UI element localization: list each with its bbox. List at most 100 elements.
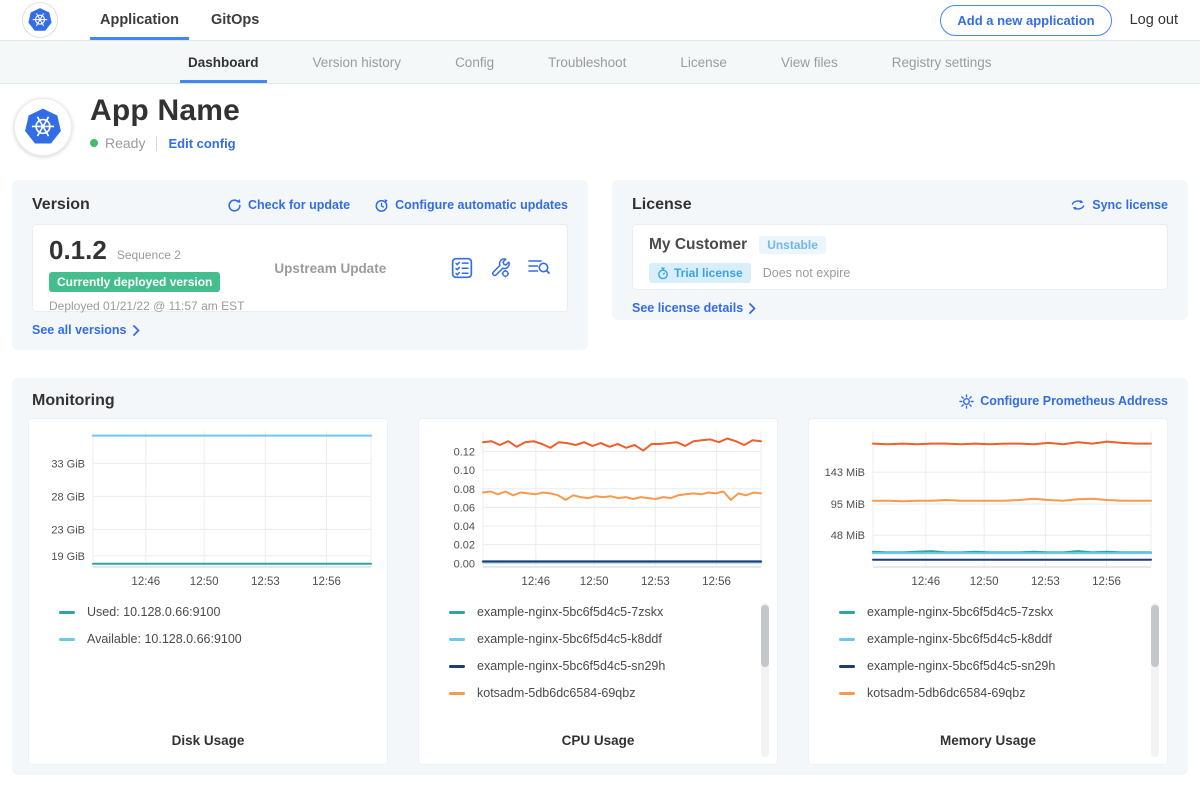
svg-text:0.12: 0.12	[454, 446, 475, 458]
see-all-versions-link[interactable]: See all versions	[32, 323, 140, 337]
chevron-right-icon	[133, 325, 140, 336]
license-card-title: License	[632, 196, 692, 214]
sync-icon	[1070, 198, 1086, 212]
configure-prometheus-label: Configure Prometheus Address	[980, 394, 1168, 408]
schedule-update-icon	[374, 198, 389, 213]
chart-title: CPU Usage	[419, 733, 777, 748]
chart-card-disk-usage: 19 GiB23 GiB28 GiB33 GiB12:4612:5012:531…	[28, 418, 388, 765]
legend-item: example-nginx-5bc6f5d4c5-7zskx	[839, 605, 1137, 619]
trial-license-badge: Trial license	[649, 263, 751, 283]
svg-text:143 MiB: 143 MiB	[825, 467, 865, 479]
chevron-right-icon	[749, 303, 756, 314]
tab-license[interactable]: License	[680, 41, 727, 83]
top-tab-gitops[interactable]: GitOps	[195, 0, 275, 40]
tab-version-history[interactable]: Version history	[313, 41, 402, 83]
charts-row: 19 GiB23 GiB28 GiB33 GiB12:4612:5012:531…	[28, 418, 1168, 765]
legend-swatch	[59, 638, 75, 641]
svg-text:33 GiB: 33 GiB	[51, 458, 85, 470]
version-card: Version Check for update Configure autom…	[12, 180, 588, 350]
edit-config-link[interactable]: Edit config	[168, 136, 235, 151]
app-sub-nav: Dashboard Version history Config Troublesho…	[0, 41, 1200, 84]
legend-swatch	[59, 611, 75, 614]
tab-dashboard[interactable]: Dashboard	[188, 41, 259, 83]
divider	[156, 136, 157, 151]
svg-text:0.10: 0.10	[454, 465, 475, 477]
stopwatch-icon	[657, 267, 669, 280]
logout-link[interactable]: Log out	[1130, 12, 1178, 28]
top-tab-application[interactable]: Application	[84, 0, 195, 40]
configure-automatic-updates-link[interactable]: Configure automatic updates	[374, 198, 568, 213]
version-info: 0.1.2 Sequence 2 Currently deployed vers…	[49, 235, 244, 301]
add-new-application-button[interactable]: Add a new application	[940, 5, 1111, 36]
license-card: License Sync license My Customer Unstabl…	[612, 180, 1188, 320]
legend-label: example-nginx-5bc6f5d4c5-k8ddf	[477, 632, 662, 646]
monitoring-title: Monitoring	[32, 392, 115, 410]
legend-swatch	[839, 638, 855, 641]
deployed-timestamp: Deployed 01/21/22 @ 11:57 am EST	[49, 299, 244, 313]
see-license-details-link[interactable]: See license details	[632, 301, 756, 315]
svg-text:0.04: 0.04	[454, 521, 475, 533]
legend-label: example-nginx-5bc6f5d4c5-sn29h	[867, 659, 1055, 673]
scrollbar-thumb[interactable]	[1151, 605, 1159, 667]
svg-text:12:53: 12:53	[251, 576, 280, 588]
legend-swatch	[839, 692, 855, 695]
app-header: App Name Ready Edit config	[0, 84, 1200, 180]
chart-title: Memory Usage	[809, 733, 1167, 748]
scrollbar-thumb[interactable]	[761, 605, 769, 667]
configure-automatic-updates-label: Configure automatic updates	[395, 198, 568, 212]
svg-text:19 GiB: 19 GiB	[51, 551, 85, 563]
legend-swatch	[449, 638, 465, 641]
legend-label: Used: 10.128.0.66:9100	[87, 605, 220, 619]
legend-item: example-nginx-5bc6f5d4c5-sn29h	[839, 659, 1137, 673]
current-version-row: 0.1.2 Sequence 2 Currently deployed vers…	[32, 224, 568, 312]
legend-label: example-nginx-5bc6f5d4c5-7zskx	[477, 605, 663, 619]
sync-license-label: Sync license	[1092, 198, 1168, 212]
version-card-title: Version	[32, 196, 90, 214]
svg-text:12:46: 12:46	[131, 576, 160, 588]
svg-text:23 GiB: 23 GiB	[51, 524, 85, 536]
legend-item: example-nginx-5bc6f5d4c5-7zskx	[449, 605, 747, 619]
svg-text:0.02: 0.02	[454, 540, 475, 552]
wrench-config-icon[interactable]	[489, 257, 511, 279]
tab-config[interactable]: Config	[455, 41, 494, 83]
tab-troubleshoot[interactable]: Troubleshoot	[548, 41, 626, 83]
legend-label: Available: 10.128.0.66:9100	[87, 632, 242, 646]
legend-item: Available: 10.128.0.66:9100	[59, 632, 357, 646]
check-for-update-link[interactable]: Check for update	[227, 198, 350, 213]
deploy-logs-icon[interactable]	[527, 257, 551, 279]
legend-item: example-nginx-5bc6f5d4c5-k8ddf	[839, 632, 1137, 646]
top-nav: ApplicationGitOps Add a new application …	[0, 0, 1200, 41]
version-sequence: Sequence 2	[117, 248, 181, 262]
chart-plot-memory-usage: 48 MiB95 MiB143 MiB12:4612:5012:5312:56	[809, 419, 1167, 591]
chart-card-cpu-usage: 0.000.020.040.060.080.100.1212:4612:5012…	[418, 418, 778, 765]
license-expiry: Does not expire	[763, 266, 851, 280]
chart-legend-memory-usage: example-nginx-5bc6f5d4c5-7zskx example-ng…	[839, 605, 1137, 713]
legend-item: kotsadm-5db6dc6584-69qbz	[839, 686, 1137, 700]
configure-prometheus-link[interactable]: Configure Prometheus Address	[959, 394, 1168, 409]
kubernetes-app-icon	[23, 107, 63, 147]
preflight-checks-icon[interactable]	[451, 257, 473, 279]
gear-icon	[959, 394, 974, 409]
tab-view-files[interactable]: View files	[781, 41, 838, 83]
customer-name: My Customer	[649, 236, 747, 254]
svg-text:12:53: 12:53	[641, 576, 670, 588]
sync-license-link[interactable]: Sync license	[1070, 198, 1168, 212]
see-license-details-label: See license details	[632, 301, 743, 315]
legend-label: example-nginx-5bc6f5d4c5-sn29h	[477, 659, 665, 673]
kubernetes-logo	[22, 2, 58, 38]
channel-badge: Unstable	[759, 236, 826, 254]
status-text: Ready	[105, 135, 145, 151]
svg-text:0.08: 0.08	[454, 484, 475, 496]
chart-plot-cpu-usage: 0.000.020.040.060.080.100.1212:4612:5012…	[419, 419, 777, 591]
svg-text:12:50: 12:50	[190, 576, 219, 588]
legend-swatch	[449, 611, 465, 614]
version-source-label: Upstream Update	[274, 261, 386, 276]
svg-text:12:56: 12:56	[1092, 576, 1121, 588]
legend-item: Used: 10.128.0.66:9100	[59, 605, 357, 619]
legend-swatch	[839, 665, 855, 668]
legend-label: kotsadm-5db6dc6584-69qbz	[867, 686, 1025, 700]
tab-registry-settings[interactable]: Registry settings	[892, 41, 992, 83]
svg-text:95 MiB: 95 MiB	[831, 499, 865, 511]
legend-swatch	[839, 611, 855, 614]
svg-text:12:50: 12:50	[970, 576, 999, 588]
